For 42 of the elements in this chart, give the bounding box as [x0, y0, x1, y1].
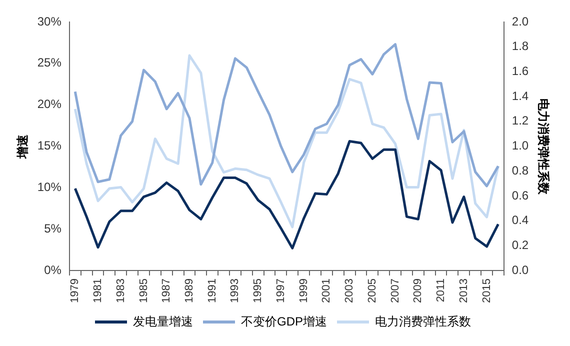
- y-tick-label: 5%: [44, 221, 62, 236]
- y2-tick-label: 0.6: [512, 188, 529, 202]
- x-tick-label: 1991: [206, 278, 218, 304]
- y-tick-label: 20%: [37, 97, 62, 112]
- y2-tick-label: 1.8: [512, 39, 529, 54]
- x-tick-label: 1999: [298, 278, 310, 304]
- y-tick-label: 15%: [37, 138, 62, 153]
- x-tick-label: 2009: [412, 278, 424, 304]
- y2-tick-label: 1.2: [512, 114, 529, 128]
- legend-label: 电力消费弹性系数: [375, 314, 471, 328]
- y-tick-label: 10%: [37, 180, 62, 194]
- y2-tick-label: 0.2: [512, 238, 529, 252]
- x-tick-label: 2013: [458, 278, 470, 304]
- x-tick-label: 2001: [320, 278, 333, 304]
- x-tick-label: 2007: [389, 278, 402, 304]
- x-tick-label: 2011: [435, 278, 448, 302]
- x-tick-label: 2003: [344, 278, 356, 304]
- y2-tick-label: 0.4: [512, 213, 529, 228]
- y-tick-label: 30%: [37, 14, 62, 28]
- y2-tick-label: 0.0: [512, 262, 529, 277]
- y2-axis-title: 电力消费弹性系数: [536, 98, 550, 196]
- legend-label: 不变价GDP增速: [241, 314, 328, 328]
- y2-tick-label: 2.0: [512, 14, 529, 28]
- y-tick-label: 25%: [37, 56, 62, 70]
- x-tick-label: 1987: [160, 278, 173, 304]
- y2-tick-label: 1.4: [512, 88, 529, 103]
- y2-tick-label: 0.8: [512, 163, 529, 178]
- y-axis-title: 增速: [16, 133, 30, 160]
- y-tick-label: 0%: [44, 262, 62, 277]
- legend-label: 发电量增速: [133, 314, 193, 328]
- x-tick-label: 2015: [480, 278, 493, 304]
- x-tick-label: 1993: [229, 278, 242, 304]
- x-tick-label: 1983: [114, 278, 127, 304]
- x-tick-label: 1989: [184, 278, 196, 304]
- x-tick-label: 1985: [138, 278, 150, 304]
- x-tick-label: 1997: [274, 278, 287, 304]
- y2-tick-label: 1.0: [512, 138, 529, 153]
- x-tick-label: 1981: [92, 278, 104, 304]
- x-tick-label: 2005: [366, 278, 378, 304]
- x-tick-label: 1979: [69, 278, 82, 304]
- y2-tick-label: 1.6: [512, 64, 529, 78]
- x-tick-label: 1995: [252, 278, 264, 304]
